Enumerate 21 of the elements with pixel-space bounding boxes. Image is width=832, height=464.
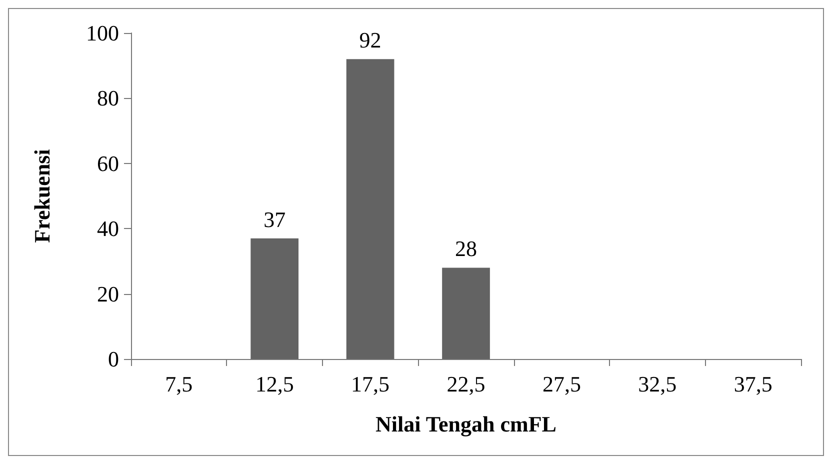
y-tick-label: 80 <box>97 86 119 111</box>
y-axis-title: Frekuensi <box>30 149 54 243</box>
data-label: 28 <box>455 236 477 262</box>
x-tick-label: 27,5 <box>542 372 581 396</box>
bar <box>442 268 490 359</box>
x-tick-label: 12,5 <box>255 372 294 396</box>
x-tick-label: 22,5 <box>446 372 486 396</box>
bar <box>346 59 394 359</box>
x-tick-label: 32,5 <box>638 372 677 396</box>
data-label: 37 <box>264 206 286 232</box>
y-tick-label: 0 <box>108 346 119 372</box>
x-axis-title: Nilai Tengah cmFL <box>376 412 556 436</box>
x-tick-label: 37,5 <box>734 372 772 396</box>
y-tick-label: 100 <box>86 20 119 46</box>
y-tick-label: 60 <box>97 150 119 176</box>
bar <box>250 238 298 359</box>
data-label: 92 <box>359 28 382 53</box>
y-tick-label: 20 <box>97 281 119 306</box>
x-tick-label: 7,5 <box>165 372 193 396</box>
y-tick-label: 40 <box>97 216 119 242</box>
x-tick-label: 17,5 <box>351 372 390 396</box>
